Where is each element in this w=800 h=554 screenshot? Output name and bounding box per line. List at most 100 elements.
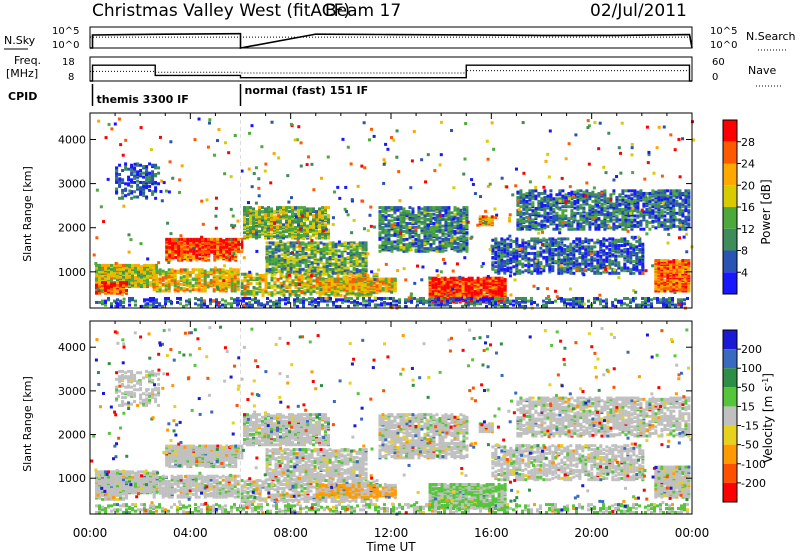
power-cell: [542, 249, 546, 253]
power-cell: [288, 285, 292, 289]
power-cell: [261, 278, 265, 281]
power-cell: [500, 240, 504, 244]
power-cell: [186, 250, 190, 254]
power-cell: [154, 173, 158, 176]
power-cell: [346, 245, 350, 249]
power-cell: [537, 227, 541, 231]
power-cell: [152, 263, 156, 267]
power-cell: [264, 280, 268, 284]
power-cell: [294, 272, 298, 276]
power-cell: [271, 266, 275, 270]
power-cell: [312, 223, 316, 227]
power-cell: [614, 238, 618, 242]
power-cell: [447, 237, 451, 241]
power-cell: [255, 287, 259, 291]
power-cell: [334, 257, 338, 261]
power-cell: [255, 291, 259, 295]
power-cell: [444, 208, 448, 212]
power-cell: [252, 232, 256, 236]
power-cell: [578, 237, 582, 241]
power-cell: [557, 249, 561, 253]
power-cell: [358, 251, 362, 255]
power-cell: [292, 244, 296, 248]
power-cell: [399, 224, 403, 228]
power-cell: [136, 179, 140, 183]
power-cell: [546, 202, 550, 206]
power-cell: [402, 243, 406, 247]
power-cell: [426, 206, 430, 210]
power-cell: [605, 251, 609, 255]
power-cell: [334, 259, 338, 263]
power-cell: [533, 269, 537, 273]
cpid-label: CPID: [8, 90, 37, 103]
power-cell: [420, 207, 424, 211]
power-cell: [286, 248, 290, 251]
power-cell: [635, 245, 639, 249]
power-cell: [593, 253, 597, 257]
power-cell: [115, 174, 119, 178]
power-cell: [378, 236, 382, 240]
power-cell: [635, 240, 639, 244]
power-cell: [522, 225, 526, 229]
power-cell: [620, 240, 624, 244]
power-cell: [131, 263, 135, 267]
power-cell: [327, 277, 331, 281]
power-cell: [540, 202, 544, 206]
power-cell: [432, 239, 436, 243]
power-cell: [358, 269, 362, 273]
power-cell: [494, 265, 498, 269]
power-cell: [417, 224, 421, 228]
power-cell: [534, 197, 538, 201]
power-cell: [173, 269, 177, 273]
power-cell: [273, 284, 277, 288]
power-cell: [423, 223, 427, 227]
power-cell: [188, 289, 192, 293]
power-cell: [173, 280, 177, 284]
power-cell: [303, 206, 307, 210]
power-cell: [264, 212, 268, 216]
power-cell: [173, 276, 177, 280]
power-cell: [426, 208, 430, 212]
power-cell: [444, 214, 448, 218]
power-cell: [316, 262, 320, 266]
power-cell: [432, 233, 436, 237]
power-cell: [417, 233, 421, 237]
power-cell: [297, 235, 301, 239]
power-cell: [456, 221, 460, 225]
power-cell: [224, 280, 228, 284]
power-cell: [542, 265, 546, 269]
power-cell: [572, 249, 576, 253]
power-cell: [465, 208, 469, 212]
power-cell: [207, 245, 211, 249]
power-cell: [148, 188, 152, 192]
power-cell: [230, 288, 234, 292]
power-cell: [209, 278, 213, 282]
power-cell: [414, 248, 418, 252]
power-cell: [165, 248, 169, 252]
power-cell: [429, 248, 433, 252]
power-cell: [252, 227, 256, 231]
power-cell: [268, 250, 272, 254]
power-cell: [626, 257, 630, 261]
power-cell: [101, 263, 105, 267]
power-cell: [441, 214, 445, 218]
power-cell: [552, 227, 556, 231]
power-cell: [363, 277, 367, 281]
noise-right-bottom-tick: 10^0: [710, 40, 737, 51]
power-cell: [146, 263, 150, 267]
power-cell: [327, 274, 331, 278]
power-cell: [340, 242, 344, 246]
power-cell: [158, 270, 162, 274]
power-cell: [596, 271, 600, 275]
beam-label: Beam 17: [325, 1, 401, 21]
power-cell: [635, 255, 639, 259]
power-cell: [355, 267, 359, 271]
power-cell: [334, 242, 338, 246]
power-cell: [444, 220, 448, 224]
power-cell: [384, 245, 388, 249]
power-cell: [537, 211, 541, 215]
power-cell: [264, 232, 268, 236]
power-cell: [429, 237, 433, 241]
power-cell: [121, 169, 125, 173]
power-cell: [197, 278, 201, 282]
